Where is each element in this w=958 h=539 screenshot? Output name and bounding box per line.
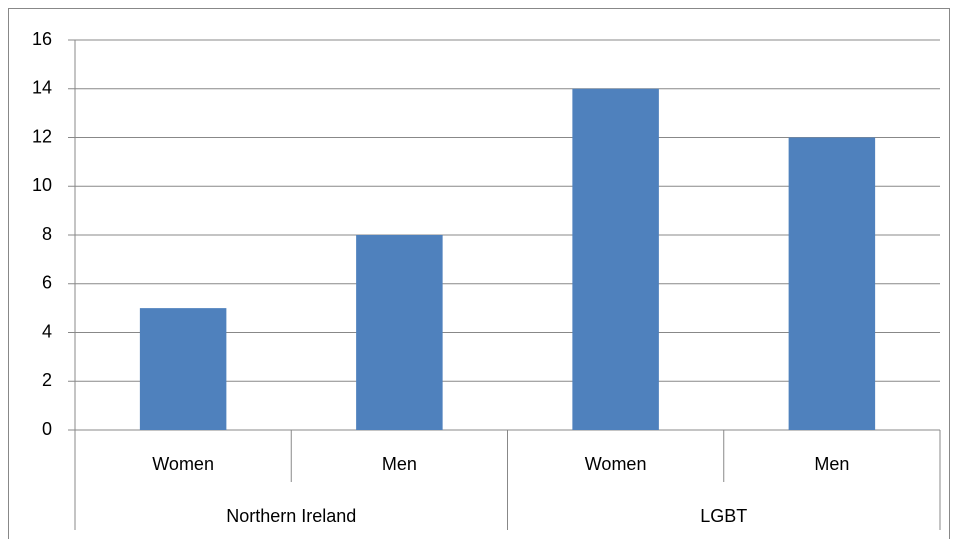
y-tick-label: 0	[42, 419, 52, 439]
bar	[356, 235, 443, 430]
y-tick-label: 16	[32, 29, 52, 49]
bar	[788, 137, 876, 430]
bar	[139, 308, 227, 430]
y-tick-label: 6	[42, 273, 52, 293]
group-label: LGBT	[700, 506, 747, 526]
y-tick-label: 4	[42, 321, 52, 341]
group-label: Northern Ireland	[226, 506, 356, 526]
x-tick-label: Men	[382, 454, 417, 474]
bar	[572, 88, 659, 430]
x-tick-label: Women	[585, 454, 647, 474]
y-tick-label: 12	[32, 126, 52, 146]
x-tick-label: Women	[152, 454, 214, 474]
y-tick-label: 2	[42, 370, 52, 390]
y-tick-label: 8	[42, 224, 52, 244]
y-tick-label: 14	[32, 78, 52, 98]
y-tick-label: 10	[32, 175, 52, 195]
x-tick-label: Men	[814, 454, 849, 474]
